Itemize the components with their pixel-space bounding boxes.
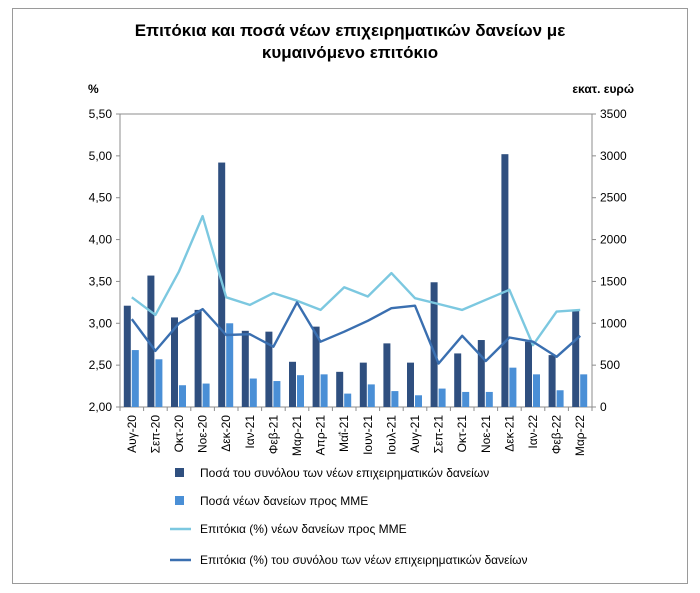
bar-sme	[462, 391, 470, 407]
chart-frame	[12, 8, 688, 584]
bar-total	[123, 305, 131, 407]
bar-sme	[367, 384, 375, 407]
bar-sme	[391, 391, 399, 407]
right-tick-label: 2000	[600, 233, 627, 247]
x-tick-label: Απρ-21	[314, 415, 328, 456]
left-tick-label: 5,50	[89, 107, 113, 121]
legend-label: Ποσά του συνόλου των νέων επιχειρηματικώ…	[200, 466, 489, 480]
left-tick-label: 4,50	[89, 191, 113, 205]
x-tick-label: Νοε-20	[196, 415, 210, 453]
bar-total	[194, 309, 202, 407]
bar-total	[430, 282, 438, 407]
bar-sme	[533, 374, 540, 407]
x-tick-label: Ιαν-22	[526, 415, 540, 449]
bar-total	[241, 330, 249, 407]
left-tick-label: 2,50	[89, 358, 113, 372]
right-tick-label: 500	[600, 358, 620, 372]
x-tick-label: Δεκ-21	[502, 415, 516, 452]
bar-sme	[438, 388, 446, 407]
bar-sme	[179, 385, 186, 407]
legend-swatch	[175, 496, 184, 505]
bar-layer	[123, 154, 588, 407]
x-tick-label: Ιουν-21	[361, 415, 375, 455]
legend-label: Επιτόκια (%) νέων δανείων προς ΜΜΕ	[200, 522, 407, 536]
bar-total	[336, 371, 344, 407]
x-tick-label: Ιουλ-21	[384, 415, 398, 455]
bar-total	[265, 331, 273, 407]
x-tick-label: Νοε-21	[479, 415, 493, 453]
chart-title: Επιτόκια και ποσά νέων επιχειρηματικών δ…	[60, 20, 640, 64]
bar-sme	[344, 393, 352, 407]
x-tick-label: Σεπ-20	[148, 415, 162, 454]
bar-total	[147, 275, 155, 407]
bar-total	[501, 154, 509, 407]
right-tick-label: 0	[600, 400, 607, 414]
legend-swatch	[175, 468, 184, 477]
right-axis-unit: εκατ. ευρώ	[572, 82, 634, 96]
left-tick-label: 3,50	[89, 274, 113, 288]
x-tick-label: Ιαν-21	[243, 415, 257, 449]
bar-sme	[131, 350, 139, 407]
bar-sme	[226, 323, 234, 407]
left-tick-label: 3,00	[89, 316, 113, 330]
x-tick-label: Αυγ-21	[408, 415, 422, 453]
right-tick-label: 1500	[600, 274, 627, 288]
bar-total	[477, 340, 485, 407]
bar-sme	[580, 374, 588, 407]
x-tick-label: Οκτ-21	[455, 415, 469, 453]
x-tick-label: Αυγ-20	[125, 415, 139, 453]
line-layer	[130, 214, 581, 365]
legend-label: Ποσά νέων δανείων προς ΜΜΕ	[200, 494, 368, 508]
bar-sme	[556, 390, 564, 407]
legend: Ποσά του συνόλου των νέων επιχειρηματικώ…	[170, 466, 528, 567]
bar-sme	[320, 374, 328, 407]
line-sme-rate	[131, 214, 581, 347]
right-tick-label: 3500	[600, 107, 627, 121]
bar-sme	[273, 381, 281, 407]
chart-title-line-2: κυμαινόμενο επιτόκιο	[261, 43, 439, 62]
x-tick-label: Μαρ-21	[290, 415, 304, 456]
bar-total	[312, 326, 320, 407]
x-tick-label: Σεπ-21	[432, 415, 446, 454]
bar-sme	[249, 378, 257, 407]
bar-sme	[509, 367, 517, 407]
x-tick-label: Φεβ-22	[550, 415, 564, 454]
grid-layer	[119, 113, 593, 408]
x-tick-label: Φεβ-21	[266, 415, 280, 454]
bar-sme	[485, 391, 493, 407]
x-tick-label: Μαρ-22	[573, 415, 587, 456]
bar-total	[171, 317, 178, 407]
x-tick-label: Οκτ-20	[172, 415, 186, 453]
bar-total	[525, 341, 532, 407]
left-tick-label: 5,00	[89, 149, 113, 163]
x-tick-label: Δεκ-20	[219, 415, 233, 452]
bar-total	[454, 353, 462, 407]
right-tick-label: 2500	[600, 191, 627, 205]
left-tick-label: 2,00	[89, 400, 113, 414]
left-tick-label: 4,00	[89, 233, 113, 247]
bar-total	[548, 355, 556, 407]
bar-sme	[415, 395, 422, 407]
bar-total	[572, 310, 580, 407]
x-tick-label: Μαΐ-21	[337, 415, 351, 452]
line-total-rate	[130, 301, 581, 365]
bar-total	[359, 362, 367, 407]
bar-total	[289, 361, 296, 407]
bar-sme	[155, 359, 163, 407]
right-tick-label: 3000	[600, 149, 627, 163]
plot-area	[119, 113, 593, 408]
bar-sme	[297, 375, 304, 407]
chart-title-line-1: Επιτόκια και ποσά νέων επιχειρηματικών δ…	[134, 21, 566, 40]
legend-label: Επιτόκια (%) του συνόλου των νέων επιχει…	[200, 553, 528, 567]
axis-layer: 2,00 2,50 3,00 3,50 4,00 4,50 5,00 5,50 0 500 1000…	[89, 107, 627, 456]
bar-total	[407, 362, 414, 407]
bar-total	[383, 343, 391, 407]
left-axis-unit: %	[88, 82, 99, 96]
right-tick-label: 1000	[600, 316, 627, 330]
bar-sme	[202, 383, 210, 407]
